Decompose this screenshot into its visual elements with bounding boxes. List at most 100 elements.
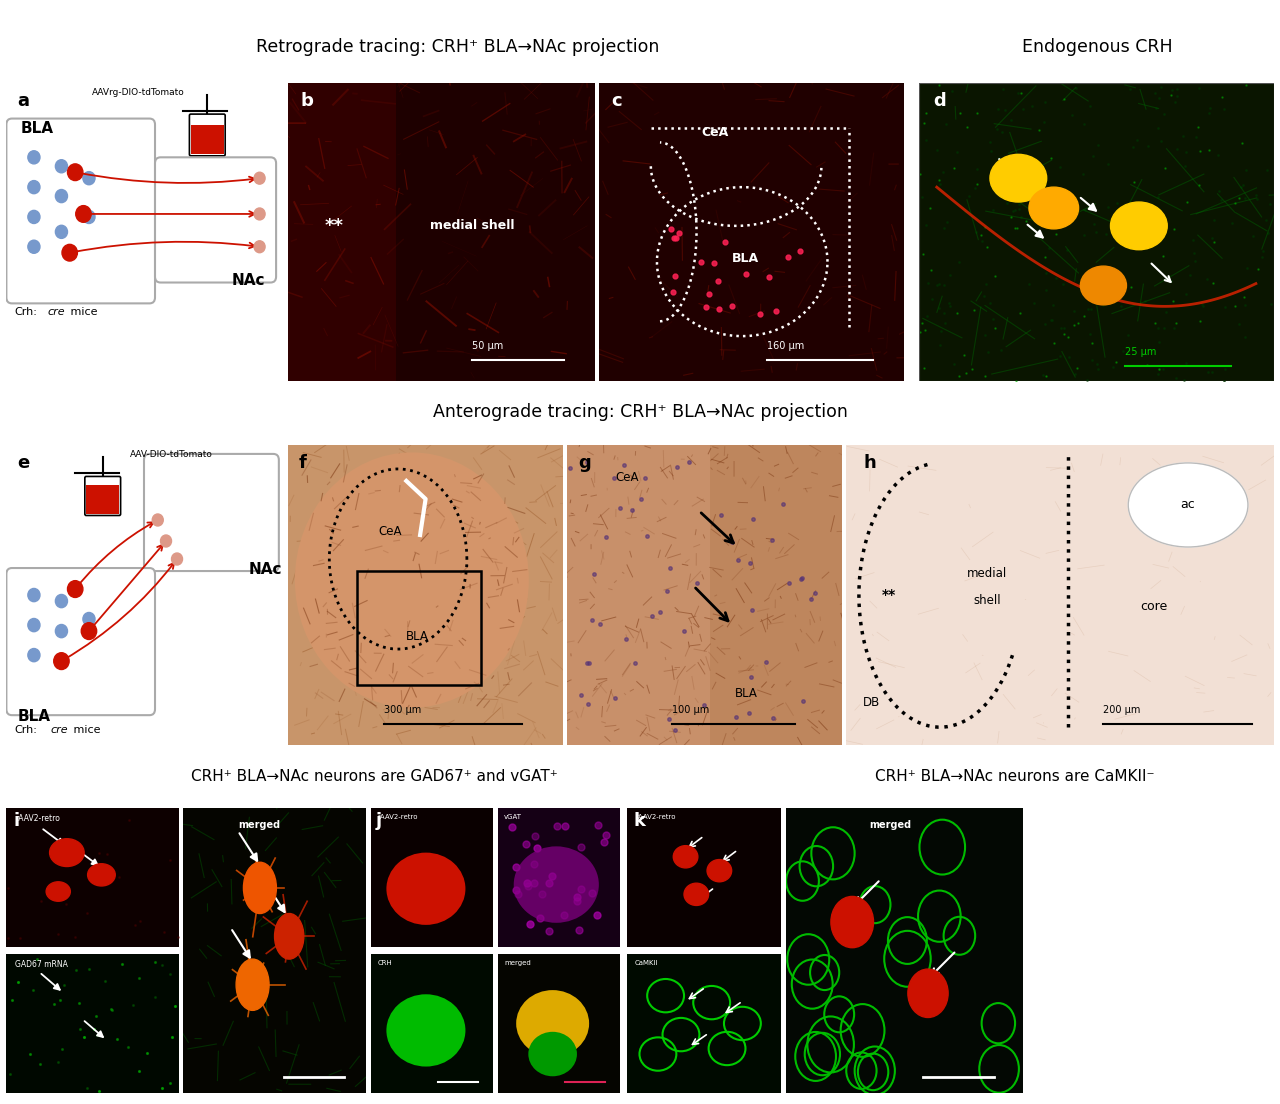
Text: rAAV2-retro: rAAV2-retro (635, 814, 676, 819)
Text: CeA: CeA (701, 127, 728, 139)
Text: DB: DB (863, 697, 881, 709)
Text: AAVrg-DIO-tdTomato: AAVrg-DIO-tdTomato (92, 87, 184, 97)
FancyBboxPatch shape (155, 157, 276, 283)
Circle shape (275, 913, 303, 959)
Circle shape (28, 588, 40, 602)
Circle shape (28, 211, 40, 223)
Text: Crh:: Crh: (14, 725, 37, 735)
Ellipse shape (387, 852, 466, 925)
Text: medial shell: medial shell (430, 220, 515, 232)
Circle shape (1080, 266, 1126, 305)
Circle shape (908, 969, 948, 1018)
Circle shape (68, 163, 83, 181)
Text: a: a (18, 92, 29, 109)
Text: shell: shell (973, 594, 1001, 607)
Text: BLA: BLA (18, 709, 50, 724)
Circle shape (1111, 202, 1167, 250)
Circle shape (61, 244, 77, 261)
Text: i: i (13, 813, 19, 830)
Circle shape (28, 181, 40, 193)
FancyBboxPatch shape (6, 118, 155, 304)
Text: CaMKII: CaMKII (635, 959, 658, 966)
FancyBboxPatch shape (189, 114, 225, 156)
Text: b: b (301, 92, 314, 109)
Polygon shape (288, 83, 396, 381)
Circle shape (152, 514, 164, 526)
Text: **: ** (325, 216, 343, 235)
Text: core: core (1140, 601, 1167, 613)
Text: CRH⁺ BLA→NAc neurons are CaMKII⁻: CRH⁺ BLA→NAc neurons are CaMKII⁻ (874, 768, 1155, 784)
Circle shape (831, 896, 873, 947)
Text: medial: medial (966, 567, 1007, 580)
Circle shape (707, 860, 732, 882)
Text: BLA: BLA (20, 121, 54, 137)
Circle shape (255, 208, 265, 220)
Text: 100 μm: 100 μm (672, 705, 709, 715)
Circle shape (243, 862, 276, 913)
Text: Endogenous CRH: Endogenous CRH (1023, 38, 1172, 56)
Circle shape (54, 652, 69, 669)
Ellipse shape (529, 1032, 577, 1076)
Text: merged: merged (869, 819, 911, 829)
Circle shape (50, 839, 84, 867)
Circle shape (83, 613, 95, 626)
Circle shape (172, 553, 183, 565)
Text: 200 μm: 200 μm (1102, 705, 1140, 715)
Circle shape (83, 211, 95, 223)
Text: g: g (579, 454, 591, 471)
Text: f: f (300, 454, 307, 471)
Circle shape (76, 205, 91, 222)
Circle shape (236, 959, 269, 1010)
Text: k: k (634, 813, 645, 830)
Text: NAc: NAc (248, 562, 282, 577)
Circle shape (87, 863, 115, 887)
Text: mice: mice (67, 307, 97, 317)
Circle shape (55, 625, 68, 638)
Circle shape (68, 581, 83, 597)
Ellipse shape (387, 995, 466, 1066)
Circle shape (28, 241, 40, 253)
Ellipse shape (516, 990, 589, 1057)
Text: cre: cre (50, 725, 68, 735)
Circle shape (989, 155, 1047, 202)
Text: Retrograde tracing: CRH⁺ BLA→NAc projection: Retrograde tracing: CRH⁺ BLA→NAc project… (256, 38, 659, 56)
Text: j: j (376, 813, 383, 830)
Text: mice: mice (69, 725, 100, 735)
Text: d: d (933, 92, 946, 109)
Text: CRH⁺ BLA→NAc neurons are GAD67⁺ and vGAT⁺: CRH⁺ BLA→NAc neurons are GAD67⁺ and vGAT… (191, 768, 558, 784)
Text: 300 μm: 300 μm (384, 705, 421, 715)
Circle shape (673, 846, 698, 868)
Circle shape (55, 190, 68, 203)
FancyBboxPatch shape (84, 477, 120, 516)
FancyBboxPatch shape (6, 569, 155, 715)
Circle shape (255, 172, 265, 184)
Circle shape (28, 618, 40, 631)
Circle shape (55, 594, 68, 607)
Circle shape (684, 883, 709, 905)
Circle shape (81, 623, 97, 639)
Text: Anterograde tracing: CRH⁺ BLA→NAc projection: Anterograde tracing: CRH⁺ BLA→NAc projec… (433, 403, 847, 421)
Text: merged: merged (504, 959, 531, 966)
Text: CRH: CRH (378, 959, 392, 966)
Text: h: h (863, 454, 876, 471)
Text: CeA: CeA (616, 471, 639, 484)
Text: BLA: BLA (735, 687, 758, 700)
Text: NAc: NAc (232, 274, 265, 288)
Text: Crh:: Crh: (14, 307, 37, 317)
Circle shape (255, 241, 265, 253)
Text: ac: ac (1180, 499, 1196, 511)
FancyBboxPatch shape (145, 454, 279, 571)
Circle shape (28, 151, 40, 163)
Text: vGAT: vGAT (504, 814, 522, 819)
Text: rAAV2-retro: rAAV2-retro (378, 814, 417, 819)
Bar (191, 125, 224, 155)
Text: 160 μm: 160 μm (767, 341, 804, 351)
Text: CeA: CeA (378, 526, 402, 538)
Bar (86, 486, 119, 514)
Text: cre: cre (47, 307, 65, 317)
Circle shape (46, 882, 70, 901)
Text: GAD67 mRNA: GAD67 mRNA (15, 959, 68, 968)
Text: 25 μm: 25 μm (1125, 347, 1156, 357)
Text: rAAV2-retro: rAAV2-retro (15, 814, 60, 822)
Text: BLA: BLA (732, 252, 759, 265)
